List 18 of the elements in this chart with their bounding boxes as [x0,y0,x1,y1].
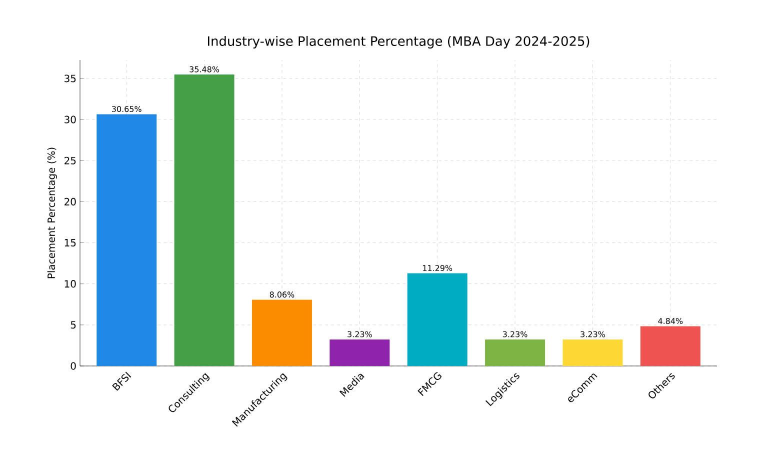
y-tick-label: 15 [64,239,76,246]
bar [640,326,700,366]
bar [174,74,234,366]
bar [562,339,623,366]
bar [407,273,468,366]
bar [96,114,157,366]
y-tick-label: 10 [64,280,76,288]
y-tick-label: 5 [70,321,76,329]
bar [252,300,312,366]
y-tick-label: 25 [64,156,76,164]
chart-title: Industry-wise Placement Percentage (MBA Day 2024-2025) [208,36,590,48]
bar [485,339,546,366]
bar [330,339,390,366]
y-tick-label: 20 [64,198,76,206]
y-axis-title: Placement Percentage (%) [47,148,57,278]
y-tick-label: 0 [70,362,76,370]
y-tick-label: 35 [64,74,76,82]
y-tick-label: 30 [64,116,76,124]
